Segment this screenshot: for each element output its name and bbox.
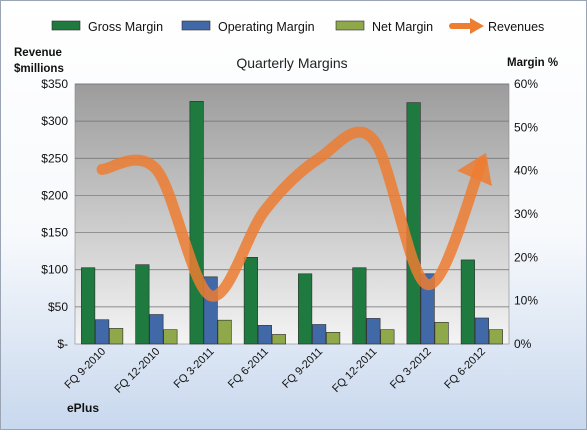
revenue-line-arrowhead [457, 152, 492, 187]
bar-operating-margin [257, 325, 272, 345]
legend-arrow-revenues [470, 18, 484, 34]
bar-gross-margin [189, 101, 204, 345]
right-tick-label: 50% [514, 120, 538, 134]
bar-gross-margin [460, 259, 475, 345]
right-tick-label: 60% [514, 77, 538, 91]
bar-gross-margin [135, 264, 150, 345]
bar-gross-margin [352, 267, 367, 345]
left-tick-label: $150 [41, 226, 68, 240]
legend-label: Revenues [488, 20, 544, 34]
legend-swatch-operating-margin [181, 20, 211, 31]
bar-net-margin [434, 322, 449, 345]
legend-swatch-net-margin [335, 20, 365, 31]
bar-operating-margin [420, 273, 435, 345]
left-tick-label: $200 [41, 188, 68, 202]
legend: Gross Margin Operating Margin Net Margin Re… [51, 18, 544, 34]
right-tick-label: 0% [514, 337, 532, 351]
bar-net-margin [380, 329, 395, 345]
legend-label: Gross Margin [88, 20, 163, 34]
bar-gross-margin [298, 273, 313, 345]
bar-net-margin [163, 329, 178, 345]
bars-layer [81, 101, 503, 345]
left-tick-label: $- [57, 337, 68, 351]
bar-operating-margin [312, 324, 327, 345]
right-axis-label: Margin % [507, 57, 558, 69]
left-axis-ticks: $- $50 $100 $150 $200 $250 $300 $350 [41, 77, 68, 351]
left-tick-label: $300 [41, 114, 68, 128]
right-tick-label: 40% [514, 164, 538, 178]
left-tick-label: $100 [41, 263, 68, 277]
bar-gross-margin [81, 267, 96, 345]
right-tick-label: 30% [514, 207, 538, 221]
bar-net-margin [217, 319, 232, 345]
bar-operating-margin [95, 319, 110, 345]
chart-title: Quarterly Margins [236, 55, 347, 71]
right-axis-ticks: 0% 10% 20% 30% 40% 50% 60% [514, 77, 538, 351]
bar-net-margin [488, 329, 503, 345]
revenue-line-layer [96, 126, 492, 302]
bar-gross-margin [243, 257, 258, 345]
bar-net-margin [326, 331, 341, 345]
legend-label: Net Margin [372, 20, 433, 34]
bar-operating-margin [474, 317, 489, 345]
left-axis-label-line2: $millions [14, 63, 64, 75]
right-tick-label: 20% [514, 250, 538, 264]
legend-label: Operating Margin [218, 20, 315, 34]
company-label: ePlus [67, 401, 99, 415]
bar-operating-margin [366, 318, 381, 345]
left-tick-label: $250 [41, 151, 68, 165]
bar-gross-margin [406, 102, 421, 345]
right-tick-label: 10% [514, 294, 538, 308]
revenue-line [96, 126, 488, 302]
left-tick-label: $50 [48, 300, 68, 314]
legend-swatch-gross-margin [51, 20, 81, 31]
left-tick-label: $350 [41, 77, 68, 91]
bar-operating-margin [149, 314, 164, 345]
bar-net-margin [109, 328, 124, 345]
left-axis-label-line1: Revenue [14, 47, 62, 59]
bar-net-margin [271, 334, 286, 345]
